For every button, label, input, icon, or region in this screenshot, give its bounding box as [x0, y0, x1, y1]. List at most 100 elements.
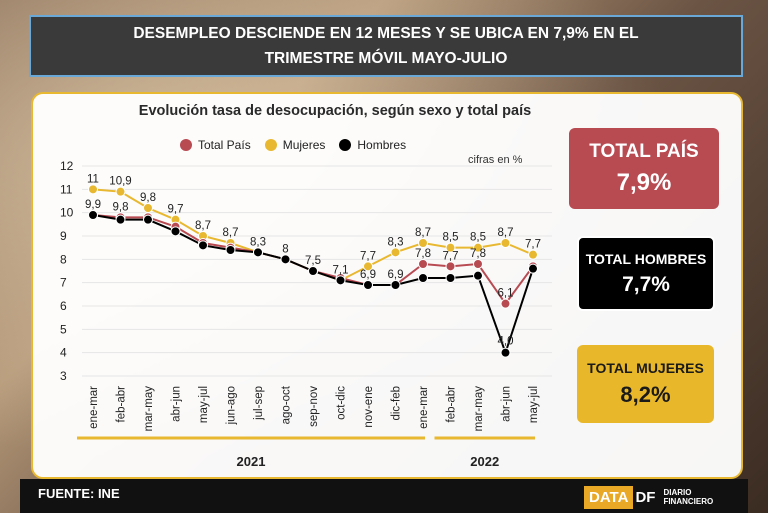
data-label: 9,8	[140, 192, 156, 204]
card-total-mujeres-label: TOTAL MUJERES	[587, 360, 704, 376]
data-point	[390, 247, 401, 258]
data-point	[473, 242, 483, 253]
y-tick-label: 6	[60, 299, 67, 313]
data-label: 8	[282, 243, 288, 255]
y-tick-label: 7	[60, 276, 67, 290]
card-total-hombres: TOTAL HOMBRES 7,7%	[577, 236, 715, 311]
legend-item-total: Total País	[180, 138, 251, 152]
data-point	[335, 275, 346, 286]
data-point	[143, 203, 153, 213]
data-point	[88, 210, 98, 220]
data-label: 9,9	[85, 199, 101, 211]
legend-swatch-hombres	[339, 139, 352, 151]
card-total-mujeres: TOTAL MUJERES 8,2%	[577, 345, 714, 423]
data-point	[445, 242, 456, 253]
headline-line-2: TRIMESTRE MÓVIL MAYO-JULIO	[264, 50, 508, 67]
x-tick-label: nov-ene	[363, 386, 375, 428]
x-tick-label: mar-may	[473, 386, 485, 432]
data-label: 8,7	[498, 227, 514, 239]
x-tick-label: ene-mar	[88, 386, 100, 429]
brand-name: DIARIO FINANCIERO	[663, 488, 713, 506]
data-point	[225, 245, 236, 255]
data-label: 6,1	[498, 288, 514, 300]
units-note: cifras en %	[468, 154, 523, 166]
y-tick-label: 8	[60, 252, 67, 266]
data-point	[418, 238, 428, 248]
chart-title: Evolución tasa de desocupación, según se…	[138, 103, 532, 119]
y-tick-label: 9	[60, 229, 67, 243]
legend-label-hombres: Hombres	[357, 138, 407, 152]
card-total-hombres-value: 7,7%	[622, 272, 670, 296]
data-point	[473, 259, 483, 269]
x-tick-label: oct-dic	[336, 386, 348, 420]
card-total-pais: TOTAL PAÍS 7,9%	[569, 128, 719, 209]
legend-swatch-mujeres	[264, 139, 277, 151]
data-label: 8,5	[470, 232, 486, 244]
data-point	[253, 247, 263, 258]
data-label: 10,9	[109, 176, 131, 188]
brand-data-text: DATA	[584, 485, 634, 509]
data-label: 8,3	[388, 236, 404, 248]
data-label: 9,8	[113, 201, 129, 213]
x-tick-label: feb-abr	[446, 386, 458, 423]
data-point	[143, 214, 153, 225]
data-point	[445, 273, 456, 283]
card-total-pais-label: TOTAL PAÍS	[589, 140, 699, 162]
data-point	[500, 347, 511, 358]
data-label: 6,9	[388, 269, 404, 281]
x-tick-label: abr-jun	[501, 386, 513, 422]
data-label: 7,7	[525, 239, 541, 251]
legend-label-total: Total País	[198, 138, 251, 152]
year-label: 2022	[470, 454, 499, 469]
data-label: 7,7	[443, 250, 459, 262]
x-tick-label: may-jul	[528, 386, 540, 423]
x-tick-label: sep-nov	[308, 386, 320, 427]
headline-banner: DESEMPLEO DESCIENDE EN 12 MESES Y SE UBI…	[29, 15, 743, 77]
year-label: 2021	[237, 454, 266, 469]
data-label: 7,8	[415, 248, 431, 260]
data-point	[500, 238, 511, 248]
data-point	[170, 226, 181, 237]
y-tick-label: 3	[60, 369, 67, 383]
data-point	[528, 249, 538, 260]
card-total-mujeres-value: 8,2%	[620, 382, 671, 407]
data-point	[115, 186, 126, 197]
x-tick-label: ago-oct	[281, 385, 293, 424]
x-tick-label: abr-jun	[171, 386, 183, 422]
data-point	[418, 259, 428, 269]
data-point	[418, 273, 428, 283]
data-point	[88, 184, 98, 195]
data-point	[363, 280, 373, 290]
data-label: 7,5	[305, 255, 321, 267]
source-note: FUENTE: INE	[38, 486, 120, 501]
legend-swatch-total	[180, 139, 192, 151]
y-tick-label: 5	[60, 322, 67, 336]
data-point	[500, 298, 511, 309]
data-label: 8,7	[415, 227, 431, 239]
x-tick-label: may-jul	[198, 386, 210, 423]
chart-legend: Total País Mujeres Hombres	[180, 138, 406, 152]
brand-name-line-1: DIARIO	[663, 488, 692, 497]
x-tick-label: dic-feb	[391, 386, 403, 421]
data-label: 7,1	[333, 264, 349, 276]
brand-logo: DATA DF DIARIO FINANCIERO	[584, 483, 744, 511]
x-tick-label: ene-mar	[418, 386, 430, 429]
legend-item-hombres: Hombres	[339, 138, 406, 152]
data-point	[528, 263, 538, 274]
data-point	[390, 280, 401, 290]
brand-df-text: DF	[635, 488, 656, 506]
data-point	[115, 214, 126, 225]
data-label: 8,3	[250, 236, 266, 248]
data-point	[280, 254, 291, 265]
data-point	[473, 270, 483, 281]
data-label: 7,7	[360, 250, 376, 262]
y-tick-label: 10	[60, 206, 74, 220]
card-total-hombres-label: TOTAL HOMBRES	[585, 250, 707, 267]
data-point	[445, 261, 456, 272]
brand-name-line-2: FINANCIERO	[663, 497, 714, 506]
data-label: 7,8	[470, 248, 486, 260]
data-label: 9,7	[168, 204, 184, 216]
data-label: 8,7	[195, 220, 211, 232]
card-total-pais-value: 7,9%	[616, 168, 672, 196]
